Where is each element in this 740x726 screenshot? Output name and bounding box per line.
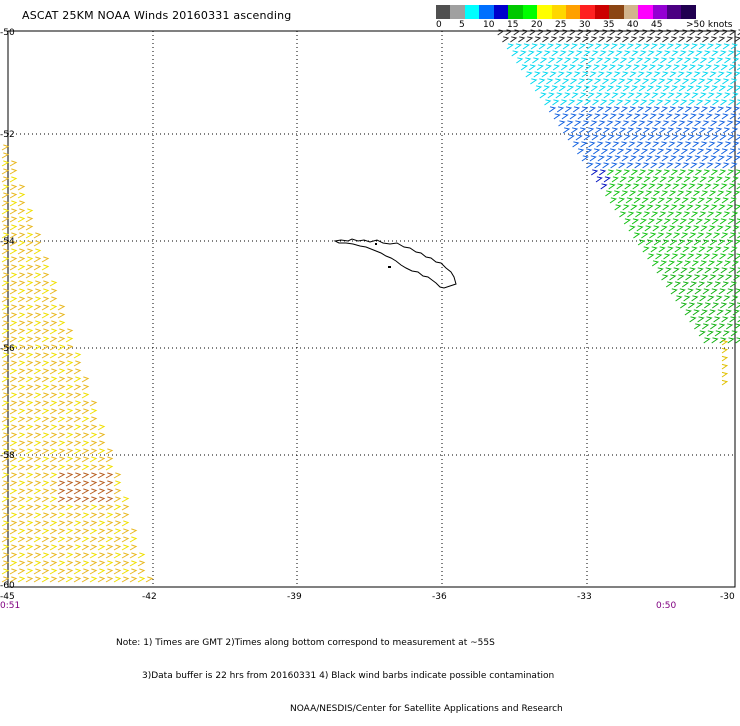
latitude-label: -50 xyxy=(0,28,15,38)
note-line-1: Note: 1) Times are GMT 2)Times along bot… xyxy=(116,638,563,649)
note-line-3: NOAA/NESDIS/Center for Satellite Applica… xyxy=(116,704,563,715)
latitude-label: -56 xyxy=(0,344,15,354)
footnotes: Note: 1) Times are GMT 2)Times along bot… xyxy=(116,616,563,726)
latitude-label: -60 xyxy=(0,581,15,591)
longitude-label: -33 xyxy=(577,592,592,602)
longitude-label: -36 xyxy=(432,592,447,602)
longitude-label: -42 xyxy=(142,592,157,602)
latitude-label: -58 xyxy=(0,451,15,461)
latitude-label: -52 xyxy=(0,130,15,140)
latitude-label: -54 xyxy=(0,237,15,247)
note-line-2: 3)Data buffer is 22 hrs from 20160331 4)… xyxy=(116,671,563,682)
longitude-label: -39 xyxy=(287,592,302,602)
longitude-label: -30 xyxy=(720,592,735,602)
end-time-label: 0:50 xyxy=(656,601,676,611)
start-time-label: 0:51 xyxy=(0,601,20,611)
